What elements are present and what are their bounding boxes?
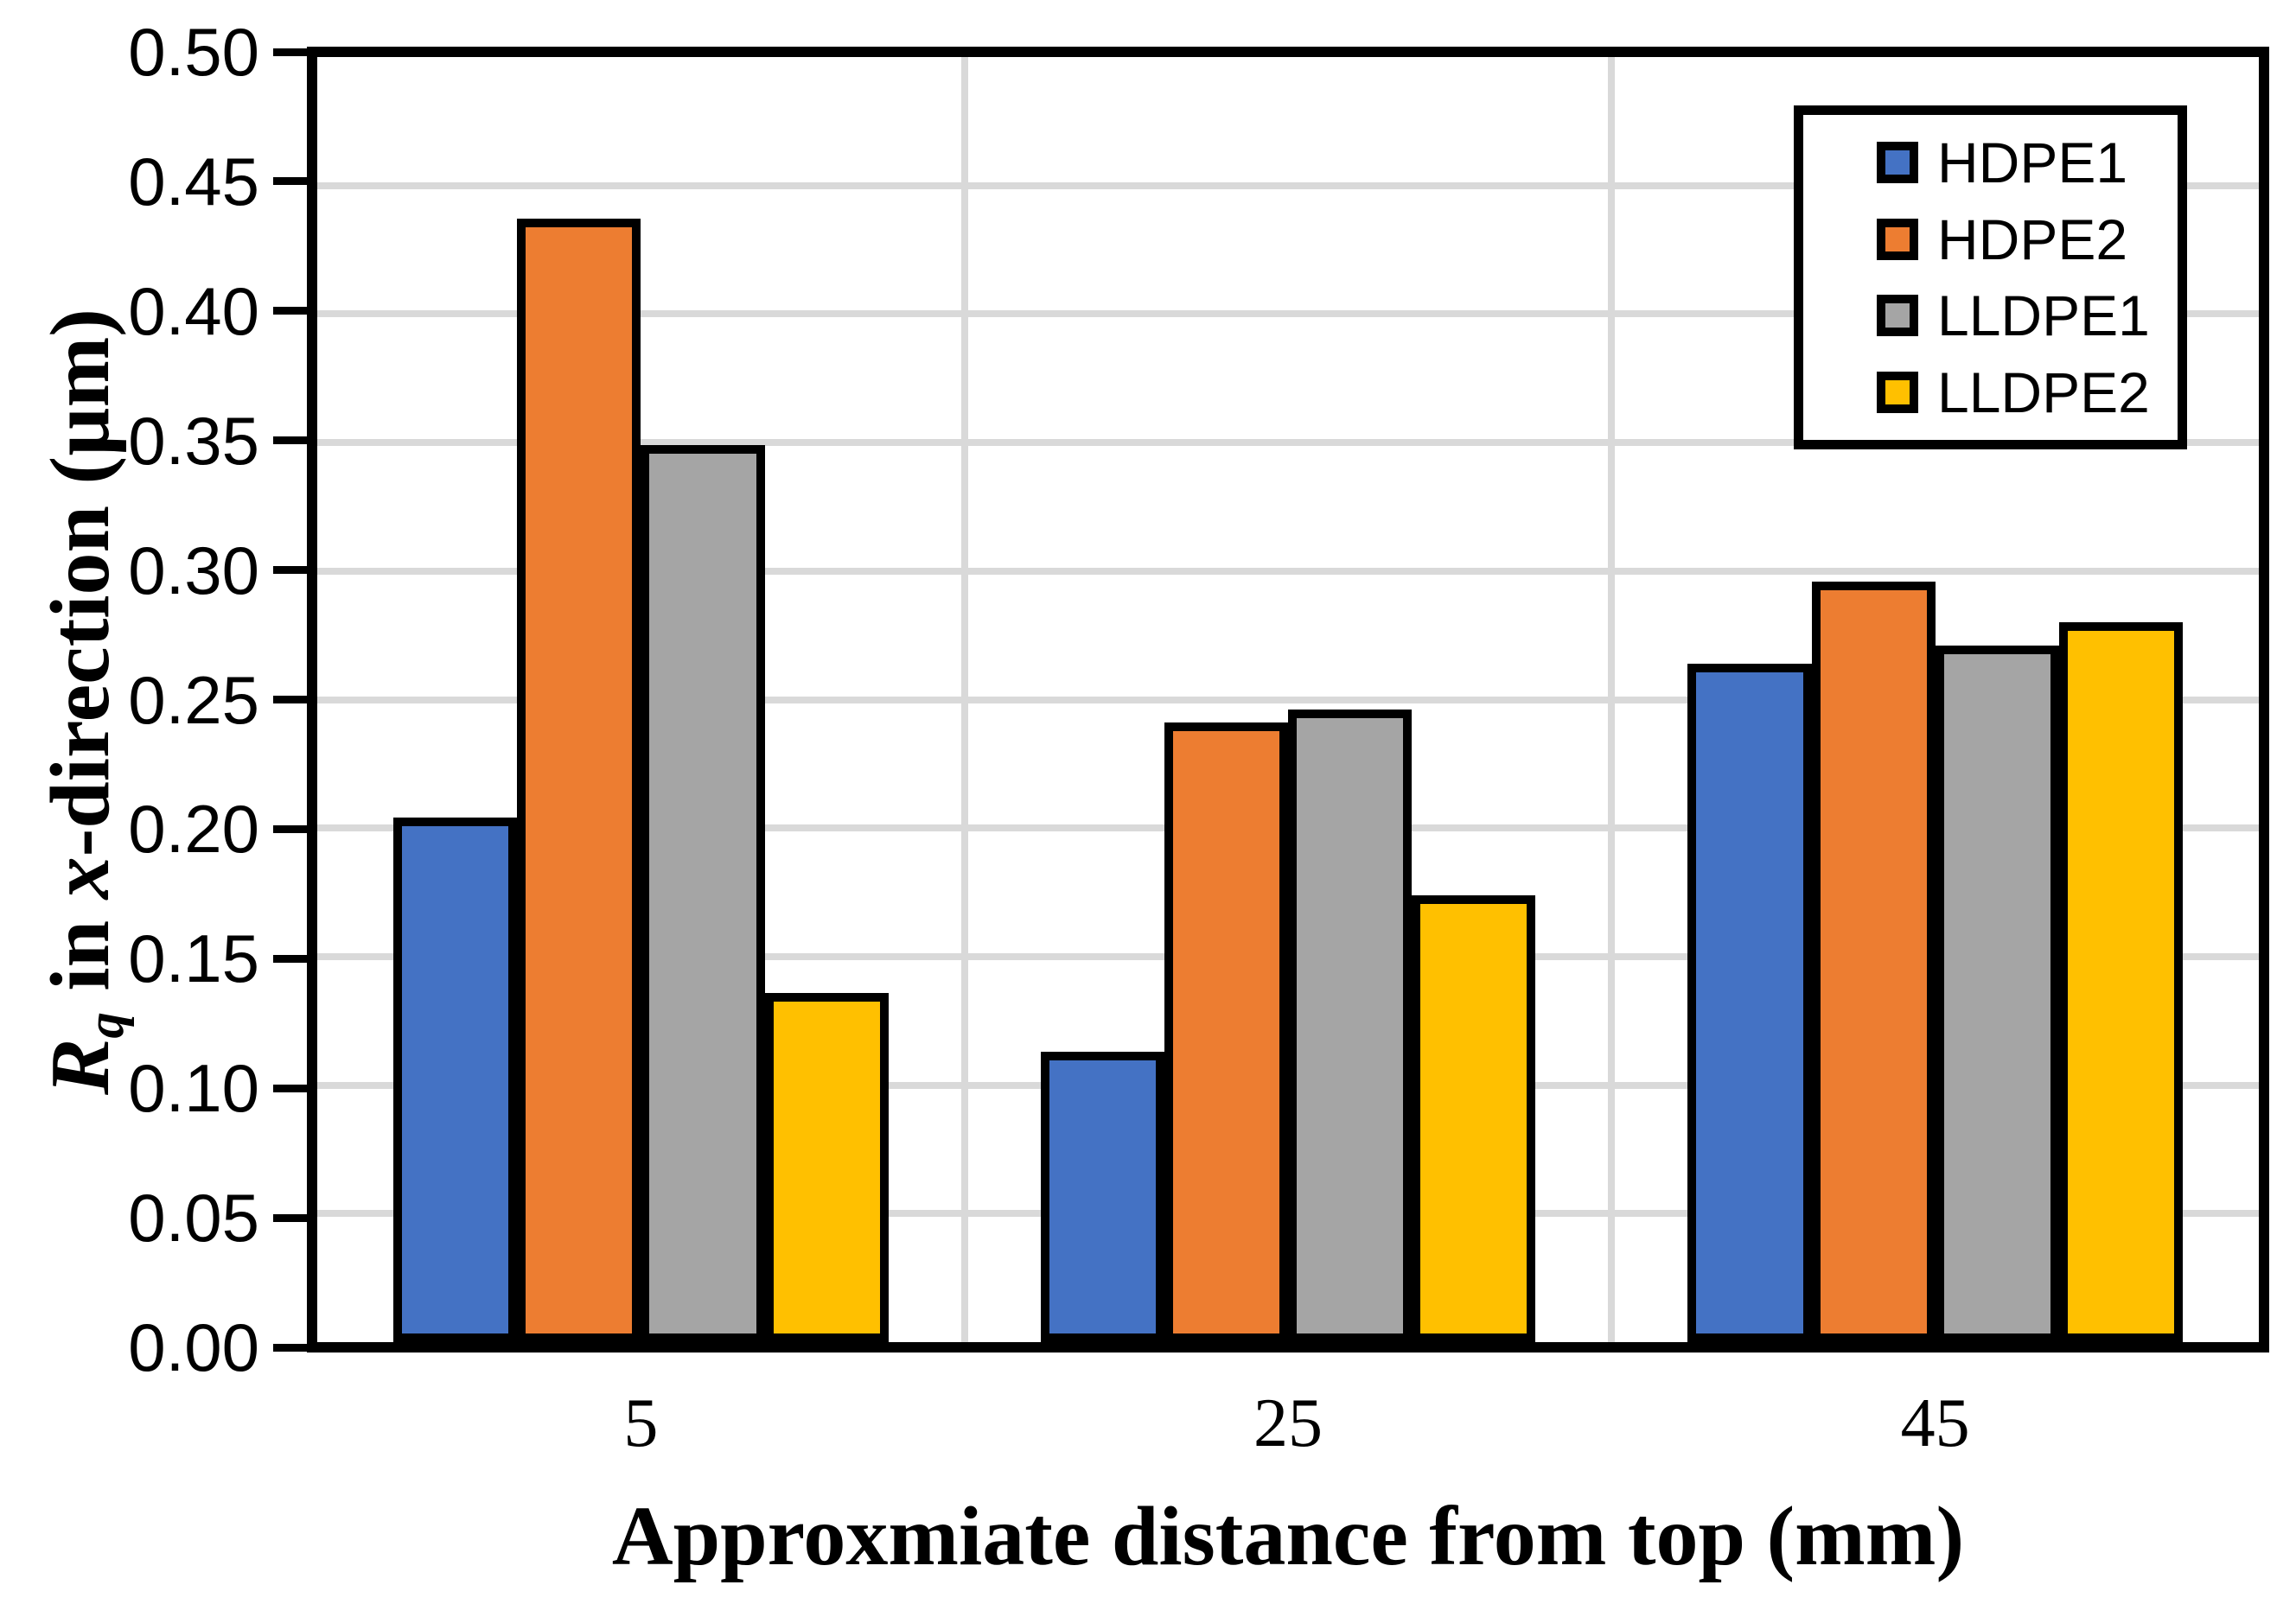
y-tick-label: 0.15 [128,920,259,997]
x-axis-title: Approxmiate distance from top (mm) [611,1490,1965,1583]
legend-label: LLDPE1 [1937,283,2150,348]
plot-inner [317,57,2259,1342]
y-tick-mark [273,824,307,833]
gridline-vertical [960,57,968,1342]
y-tick-label: 0.35 [128,402,259,479]
legend-swatch-icon [1877,295,1918,337]
y-tick-label: 0.10 [128,1050,259,1127]
x-tick-label: 45 [1900,1385,1970,1461]
legend-label: HDPE1 [1937,130,2128,195]
gridline-vertical [1608,57,1616,1342]
y-tick-mark [273,954,307,963]
y-tick-label: 0.50 [128,14,259,90]
legend-item: HDPE2 [1877,211,2178,268]
legend-item: LLDPE1 [1877,287,2178,344]
y-tick-label: 0.00 [128,1309,259,1385]
bar-lldpe2-5 [764,992,889,1342]
bar-lldpe2-25 [1412,894,1536,1342]
y-tick-mark [273,177,307,186]
gridline-horizontal [317,310,2259,318]
gridline-horizontal [317,567,2259,575]
plot-area: HDPE1 HDPE2 LLDPE1 LLDPE2 [307,47,2269,1352]
legend-swatch-icon [1877,218,1918,260]
bar-lldpe1-45 [1935,646,2059,1342]
y-tick-label: 0.45 [128,143,259,220]
legend-swatch-icon [1877,142,1918,184]
y-axis-title-part: q [77,1012,135,1039]
y-tick-mark [273,436,307,445]
x-tick-label: 25 [1253,1385,1323,1461]
y-axis-title: Rq in x-direction (µm) [30,0,135,1480]
legend-item: LLDPE2 [1877,364,2178,421]
bar-hdpe2-25 [1164,722,1289,1342]
bar-hdpe1-25 [1040,1051,1164,1342]
legend-item: HDPE1 [1877,134,2178,191]
x-tick-label: 5 [623,1385,659,1461]
category-group [317,57,965,1342]
y-tick-mark [273,696,307,703]
bar-lldpe1-5 [641,445,765,1342]
y-tick-label: 0.30 [128,531,259,608]
bar-hdpe1-45 [1687,663,1812,1342]
bar-hdpe2-45 [1811,581,1936,1342]
gridline-horizontal [317,439,2259,447]
legend-label: HDPE2 [1937,207,2128,271]
gridline-horizontal [317,181,2259,189]
y-tick-mark [273,307,307,315]
bar-block [1040,57,1536,1342]
gridline-horizontal [317,696,2259,703]
y-tick-label: 0.40 [128,272,259,349]
y-tick-mark [273,566,307,575]
bar-hdpe2-5 [517,219,641,1342]
y-tick-label: 0.25 [128,661,259,738]
y-axis-title-part: x [34,856,127,900]
legend-label: LLDPE2 [1937,360,2150,424]
bar-block [1687,57,2184,1342]
bar-hdpe1-5 [392,818,518,1342]
bar-lldpe2-45 [2058,622,2184,1342]
category-group [1611,57,2259,1342]
legend: HDPE1 HDPE2 LLDPE1 LLDPE2 [1794,105,2187,449]
category-group [965,57,1612,1342]
y-tick-label: 0.20 [128,791,259,868]
bar-lldpe1-25 [1288,710,1413,1342]
y-tick-mark [273,1084,307,1092]
y-tick-mark [273,1343,307,1352]
y-tick-label: 0.05 [128,1180,259,1257]
y-tick-mark [273,48,307,56]
y-tick-mark [273,1213,307,1222]
legend-swatch-icon [1877,371,1918,413]
bar-block [392,57,889,1342]
